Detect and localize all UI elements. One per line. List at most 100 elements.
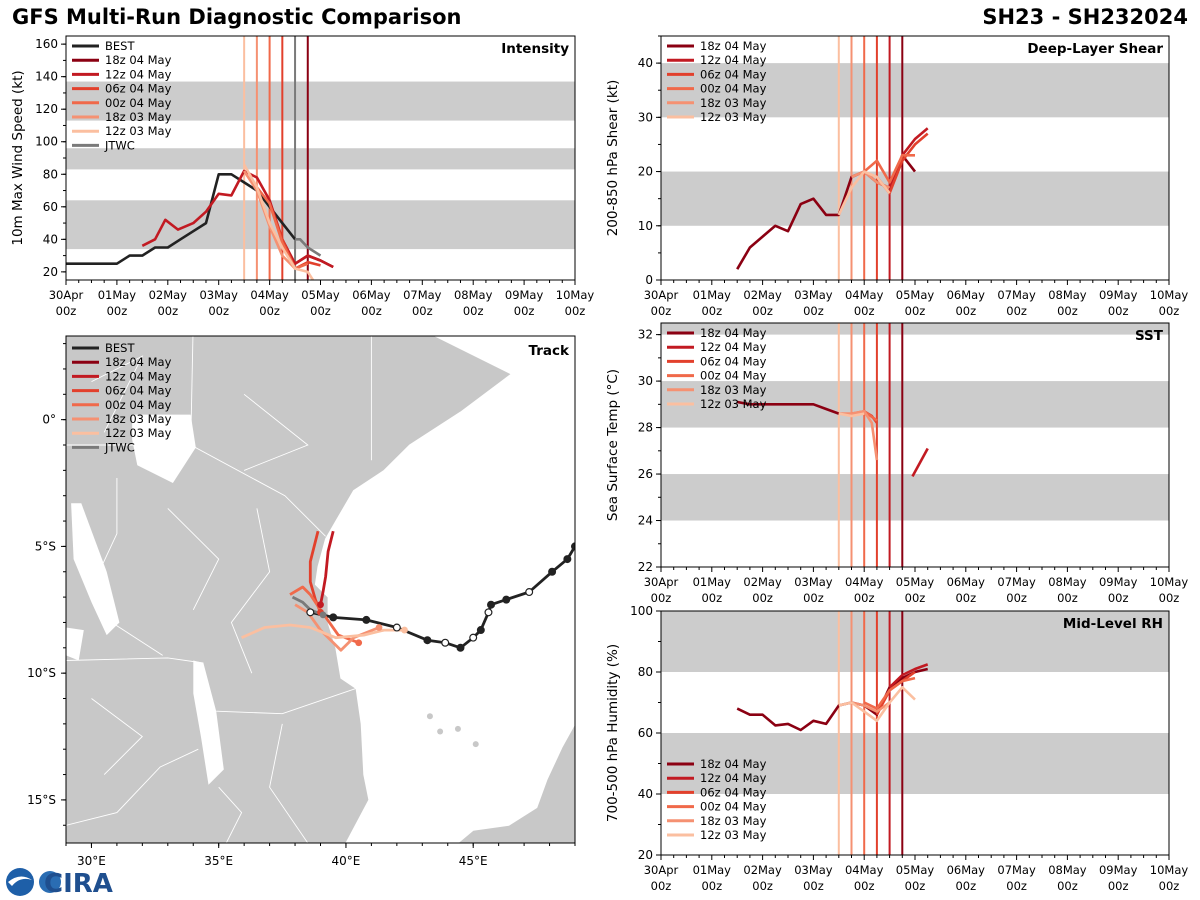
track-end-point bbox=[355, 639, 363, 647]
sst-xtick-hour: 00z bbox=[651, 591, 672, 605]
shear-xtick-date: 05May bbox=[896, 288, 935, 302]
sst-xtick-date: 08May bbox=[1048, 575, 1087, 589]
track-ytick-label: 5°S bbox=[35, 539, 56, 553]
land-island bbox=[437, 728, 444, 735]
lake-malawi bbox=[193, 660, 224, 785]
rh-xtick-hour: 00z bbox=[1159, 879, 1180, 893]
sst-xtick-hour: 00z bbox=[752, 591, 773, 605]
sst-xtick-date: 09May bbox=[1099, 575, 1138, 589]
sst-legend-label: 00z 04 May bbox=[700, 369, 767, 383]
sst-legend-label: 06z 04 May bbox=[700, 354, 767, 368]
intensity-xtick-date: 08May bbox=[454, 288, 493, 302]
shear-xtick-date: 09May bbox=[1099, 288, 1138, 302]
track-end-point bbox=[375, 624, 383, 631]
sst-xtick-date: 04May bbox=[845, 575, 884, 589]
track-end-point bbox=[319, 611, 327, 619]
shear-ytick-label: 0 bbox=[645, 273, 653, 287]
shear-xtick-hour: 00z bbox=[854, 304, 875, 318]
country-border bbox=[66, 657, 204, 664]
intensity-legend-label: 12z 03 May bbox=[105, 124, 172, 138]
land-island bbox=[472, 741, 479, 748]
intensity-threshold-band bbox=[66, 148, 575, 170]
shear-ytick-label: 40 bbox=[638, 56, 653, 70]
country-border bbox=[243, 393, 309, 471]
intensity-xtick-hour: 00z bbox=[463, 304, 484, 318]
intensity-series-line bbox=[243, 170, 297, 270]
intensity-xtick-date: 01May bbox=[98, 288, 137, 302]
shear-xtick-hour: 00z bbox=[1108, 304, 1129, 318]
rh-xtick-date: 01May bbox=[693, 863, 732, 877]
intensity-threshold-band bbox=[66, 81, 575, 121]
intensity-ytick-label: 40 bbox=[43, 232, 58, 246]
rh-xtick-hour: 00z bbox=[752, 879, 773, 893]
intensity-series-line bbox=[141, 169, 334, 269]
best-track-point bbox=[502, 595, 511, 604]
country-border bbox=[230, 508, 271, 674]
sst-legend-label: 12z 04 May bbox=[700, 340, 767, 354]
rh-legend-label: 00z 04 May bbox=[700, 800, 767, 814]
sst-xtick-hour: 00z bbox=[905, 591, 926, 605]
shear-series-line bbox=[837, 170, 891, 216]
track-ytick-label: 10°S bbox=[27, 666, 56, 680]
rh-title: Mid-Level RH bbox=[1063, 616, 1163, 632]
sst-legend-label: 12z 03 May bbox=[700, 397, 767, 411]
intensity-xtick-hour: 00z bbox=[107, 304, 128, 318]
track-map bbox=[66, 336, 575, 843]
shear-xtick-date: 08May bbox=[1048, 288, 1087, 302]
sst-series-line bbox=[838, 409, 879, 461]
shear-xtick-hour: 00z bbox=[1057, 304, 1078, 318]
track-line bbox=[319, 530, 335, 605]
intensity-xtick-hour: 00z bbox=[56, 304, 77, 318]
intensity-ytick-label: 20 bbox=[43, 265, 58, 279]
rh-xtick-hour: 00z bbox=[854, 879, 875, 893]
rh-xtick-date: 03May bbox=[794, 863, 833, 877]
rh-xtick-date: 07May bbox=[997, 863, 1036, 877]
shear-xtick-date: 04May bbox=[845, 288, 884, 302]
intensity-series-line bbox=[255, 186, 309, 270]
rh-xtick-hour: 00z bbox=[1057, 879, 1078, 893]
shear-xtick-hour: 00z bbox=[955, 304, 976, 318]
intensity-legend-label: JTWC bbox=[104, 138, 135, 152]
track-xtick-label: 45°E bbox=[459, 854, 488, 868]
rh-ylabel: 700-500 hPa Humidity (%) bbox=[605, 644, 621, 822]
lake-tanganyika bbox=[71, 503, 120, 636]
best-track-point bbox=[548, 567, 557, 576]
best-track-point bbox=[476, 626, 485, 635]
intensity-legend-label: 12z 04 May bbox=[105, 67, 172, 81]
rh-xtick-date: 08May bbox=[1048, 863, 1087, 877]
intensity-title: Intensity bbox=[501, 41, 569, 57]
rh-legend-label: 12z 04 May bbox=[700, 771, 767, 785]
rh-series-line bbox=[863, 676, 916, 710]
shear-legend-label: 12z 03 May bbox=[700, 110, 767, 124]
best-track-point bbox=[362, 615, 371, 624]
noaa-emblem-icon bbox=[6, 868, 34, 896]
shear-xtick-date: 03May bbox=[794, 288, 833, 302]
country-border bbox=[66, 444, 326, 537]
shear-xtick-hour: 00z bbox=[1006, 304, 1027, 318]
intensity-threshold-band bbox=[66, 200, 575, 250]
track-line bbox=[291, 595, 324, 617]
sst-xtick-date: 30Apr bbox=[644, 575, 679, 589]
track-legend-label: 18z 04 May bbox=[105, 355, 172, 369]
lake-victoria bbox=[132, 414, 196, 483]
sst-threshold-band bbox=[661, 474, 1169, 521]
best-track-point bbox=[441, 638, 450, 647]
rh-series-line bbox=[838, 685, 916, 723]
rh-legend-label: 12z 03 May bbox=[700, 828, 767, 842]
intensity-xtick-hour: 00z bbox=[361, 304, 382, 318]
shear-xtick-date: 06May bbox=[947, 288, 986, 302]
intensity-ytick-label: 60 bbox=[43, 200, 58, 214]
intensity-xtick-date: 04May bbox=[250, 288, 289, 302]
best-track-point bbox=[329, 613, 338, 622]
rh-ytick-label: 80 bbox=[638, 665, 653, 679]
sst-series-line bbox=[838, 412, 865, 418]
shear-title: Deep-Layer Shear bbox=[1027, 41, 1163, 57]
rh-ytick-label: 40 bbox=[638, 787, 653, 801]
intensity-ytick-label: 140 bbox=[35, 70, 58, 84]
intensity-panel: 20 40 60 80 100 120 140 160 30Apr 00z 01May 00z 02Ma… bbox=[10, 35, 594, 318]
rh-xtick-date: 04May bbox=[845, 863, 884, 877]
rh-ytick-label: 60 bbox=[638, 726, 653, 740]
sst-xtick-date: 02May bbox=[743, 575, 782, 589]
land-island bbox=[454, 725, 461, 732]
sst-ytick-label: 28 bbox=[638, 421, 653, 435]
